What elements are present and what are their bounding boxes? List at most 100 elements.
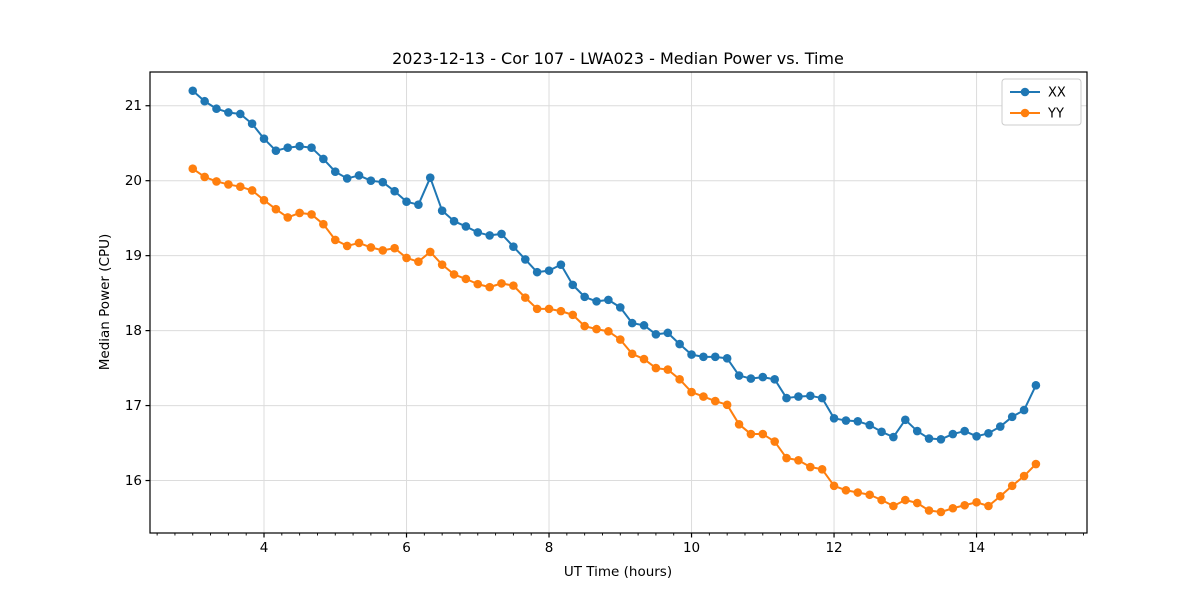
x-tick-label: 12 xyxy=(825,540,842,556)
data-point-yy xyxy=(283,213,293,222)
data-point-xx xyxy=(817,393,827,403)
data-point-xx xyxy=(449,216,459,226)
data-point-xx xyxy=(853,417,863,426)
data-point-yy xyxy=(1019,471,1029,481)
data-point-yy xyxy=(449,270,459,279)
data-point-xx xyxy=(770,375,779,384)
data-point-xx xyxy=(995,422,1005,431)
data-point-xx xyxy=(912,426,922,436)
data-point-xx xyxy=(366,176,376,185)
data-point-yy xyxy=(722,400,732,410)
data-point-yy xyxy=(378,246,388,255)
x-tick-label: 10 xyxy=(683,540,700,556)
data-point-yy xyxy=(758,429,768,439)
data-point-yy xyxy=(259,195,269,205)
data-point-yy xyxy=(556,306,566,316)
data-point-xx xyxy=(390,186,399,196)
data-point-yy xyxy=(414,257,423,266)
data-point-xx xyxy=(651,330,661,339)
data-point-xx xyxy=(580,292,589,302)
data-point-xx xyxy=(521,255,530,264)
data-point-yy xyxy=(627,349,637,359)
data-point-yy xyxy=(1031,459,1041,469)
legend-sample-marker-yy xyxy=(1020,108,1030,118)
data-point-xx xyxy=(330,167,340,176)
y-tick-label: 17 xyxy=(125,398,142,414)
data-point-yy xyxy=(342,241,352,251)
data-point-xx xyxy=(734,371,744,380)
data-point-yy xyxy=(639,354,649,364)
data-point-xx xyxy=(758,372,768,382)
data-point-yy xyxy=(521,293,530,302)
data-point-yy xyxy=(806,462,815,472)
plot-border xyxy=(149,71,1088,534)
data-point-xx xyxy=(532,267,542,277)
x-tick-label: 6 xyxy=(402,540,411,556)
data-point-yy xyxy=(984,501,993,511)
data-point-yy xyxy=(437,260,447,269)
data-point-xx xyxy=(663,328,673,338)
data-point-xx xyxy=(425,173,435,182)
data-point-yy xyxy=(829,481,839,491)
x-tick-label: 14 xyxy=(968,540,985,556)
data-point-yy xyxy=(794,455,803,465)
data-point-xx xyxy=(200,96,209,106)
data-point-xx xyxy=(1019,405,1029,415)
data-point-yy xyxy=(188,164,198,173)
data-point-xx xyxy=(710,352,720,362)
data-point-yy xyxy=(390,243,399,253)
data-point-xx xyxy=(901,415,910,425)
data-point-xx xyxy=(984,429,993,438)
data-series xyxy=(188,86,1041,517)
data-point-xx xyxy=(877,427,886,437)
data-point-xx xyxy=(746,374,756,383)
data-point-xx xyxy=(473,228,483,237)
data-point-yy xyxy=(319,219,328,229)
data-point-yy xyxy=(912,498,922,508)
data-point-xx xyxy=(402,197,411,206)
data-point-xx xyxy=(414,200,423,209)
data-point-xx xyxy=(497,229,506,239)
data-point-xx xyxy=(319,154,328,164)
data-point-yy xyxy=(877,495,886,505)
data-point-xx xyxy=(639,321,649,330)
data-point-yy xyxy=(889,501,898,511)
data-point-xx xyxy=(675,339,684,349)
data-point-xx xyxy=(342,174,352,183)
data-point-xx xyxy=(461,222,471,231)
data-point-xx xyxy=(592,297,601,306)
data-point-xx xyxy=(568,280,578,290)
data-point-xx xyxy=(1007,412,1017,422)
data-point-xx xyxy=(924,434,934,443)
data-point-yy xyxy=(782,453,791,463)
data-point-xx xyxy=(948,429,958,439)
y-tick-label: 18 xyxy=(125,323,142,339)
data-point-yy xyxy=(224,180,233,189)
data-point-xx xyxy=(687,350,696,359)
y-tick-label: 20 xyxy=(125,173,142,189)
data-point-yy xyxy=(354,238,364,248)
data-point-yy xyxy=(247,186,257,195)
data-point-xx xyxy=(627,318,637,328)
data-point-yy xyxy=(687,387,696,397)
y-tick-label: 16 xyxy=(125,473,142,489)
data-point-yy xyxy=(366,243,376,252)
data-point-xx xyxy=(889,432,898,442)
data-point-yy xyxy=(853,488,863,497)
data-point-yy xyxy=(544,304,554,314)
data-point-xx xyxy=(485,231,494,240)
data-point-xx xyxy=(259,134,269,144)
data-point-yy xyxy=(995,491,1005,501)
data-point-yy xyxy=(330,235,340,245)
data-point-yy xyxy=(509,281,518,290)
legend-box xyxy=(1001,78,1082,126)
data-point-yy xyxy=(271,204,281,214)
data-point-yy xyxy=(960,500,969,510)
x-axis-label: UT Time (hours) xyxy=(564,564,672,580)
data-point-xx xyxy=(782,393,791,403)
data-point-yy xyxy=(212,177,221,186)
data-point-xx xyxy=(615,303,625,312)
data-point-yy xyxy=(924,506,934,515)
